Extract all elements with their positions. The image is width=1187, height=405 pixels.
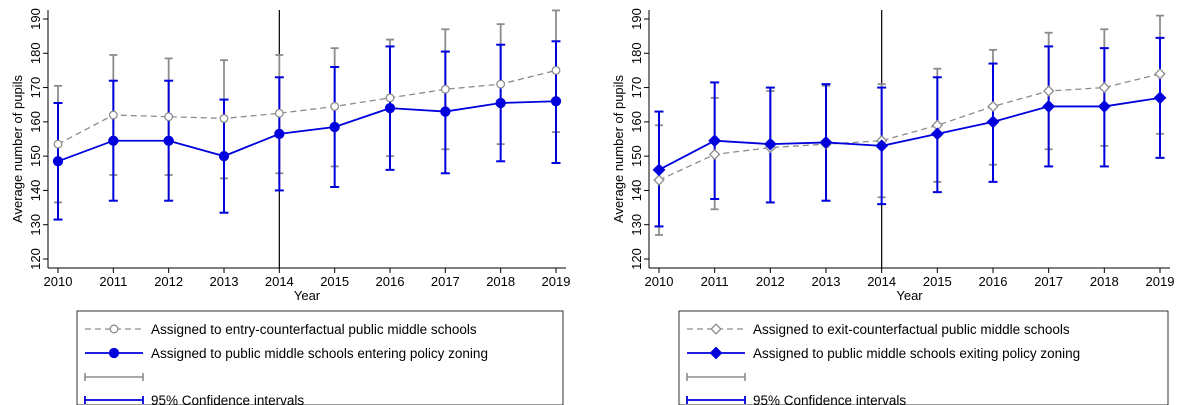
data-point [763,137,777,151]
y-axis-label: Average number of pupils [611,75,626,223]
x-axis-label: Year [896,288,923,303]
data-point [219,113,229,123]
x-tick-label: 2019 [1146,274,1175,289]
chart-panel-1: 120 130 140 150 160 170 180 190 2010 2011 2012 2013… [10,8,570,405]
data-point [708,148,721,161]
legend-label-1: Assigned to entry-counterfactual public … [151,322,477,337]
x-tick-label: 2018 [1090,274,1119,289]
x-tick-label: 2012 [154,274,183,289]
y-tick-label: 120 [629,248,644,270]
x-tick-label: 2016 [376,274,405,289]
x-tick-label: 2016 [979,274,1008,289]
legend-marker-1 [710,323,722,335]
data-point [384,102,396,114]
y-tick-label: 140 [28,180,43,202]
data-point [1153,91,1167,105]
legend-marker-1 [109,324,119,334]
y-tick-label: 190 [629,8,644,30]
x-tick-label: 2019 [542,274,571,289]
x-tick-label: 2013 [210,274,239,289]
legend: Assigned to entry-counterfactual public … [76,310,564,405]
data-point [987,100,999,113]
y-tick-label: 140 [629,180,644,202]
x-tick-label: 2018 [486,274,515,289]
x-axis-label: Year [294,288,321,303]
x-tick-label: 2017 [431,274,460,289]
y-tick-label: 130 [629,214,644,236]
y-tick-label: 190 [28,8,43,30]
y-axis-label: Average number of pupils [10,75,25,223]
data-point [1042,85,1055,97]
data-point [440,84,450,94]
data-point [274,128,285,140]
legend-label-4: 95% Confidence intervals [753,393,906,405]
data-point [163,135,174,146]
data-point [52,156,64,167]
data-point [986,115,1000,129]
data-point [330,101,340,111]
data-point [385,93,395,103]
data-point [1097,100,1111,113]
y-tick-label: 130 [28,214,43,236]
y-tick-label: 150 [629,145,644,167]
x-tick-label: 2012 [756,274,785,289]
data-point [53,139,63,149]
data-point [274,108,284,118]
legend-label-1: Assigned to exit-counterfactual public m… [753,322,1070,337]
data-point [653,174,665,186]
legend-box [678,310,1169,405]
data-point [108,135,119,146]
series-2 [654,36,1165,228]
legend-box [76,310,564,405]
y-tick-label: 160 [629,111,644,133]
x-tick-label: 2014 [265,274,294,289]
data-point [164,112,174,122]
data-point [550,96,562,107]
y-tick-label: 180 [28,42,43,64]
x-tick-label: 2011 [99,274,127,289]
series-1 [655,14,1164,236]
legend-label-2: Assigned to public middle schools exitin… [753,346,1080,361]
series-line-2 [658,96,1161,171]
data-point [218,150,230,162]
data-point [1042,100,1056,113]
series-line-1 [658,73,1161,181]
x-tick-label: 2015 [923,274,952,289]
y-tick-label: 170 [28,77,43,99]
data-point [652,163,666,177]
data-point [930,127,944,141]
legend-marker-2 [709,346,723,360]
y-tick-label: 150 [28,145,43,167]
data-point [329,121,340,133]
legend-marker-2 [108,347,120,359]
series-line-2 [57,100,557,163]
x-tick-label: 2011 [701,274,729,289]
y-tick-label: 180 [629,42,644,64]
x-tick-label: 2017 [1034,274,1063,289]
data-point [495,97,506,109]
data-point [819,136,833,149]
y-tick-label: 120 [28,248,43,270]
y-tick-label: 160 [28,111,43,133]
data-point [1154,68,1166,80]
data-point [496,79,506,89]
legend: Assigned to exit-counterfactual public m… [678,310,1169,405]
x-tick-label: 2015 [320,274,349,289]
data-point [551,65,561,75]
data-point [440,106,451,117]
chart-panel-2: 120 130 140 150 160 170 180 190 2010 2011 2012 2013… [611,8,1174,405]
x-tick-label: 2013 [812,274,841,289]
data-point [1098,81,1111,94]
x-tick-label: 2010 [44,274,73,289]
x-tick-label: 2010 [645,274,674,289]
x-tick-label: 2014 [867,274,896,289]
y-tick-label: 170 [629,77,644,99]
data-point [708,134,722,148]
series-line-1 [57,69,557,145]
legend-label-2: Assigned to public middle schools enteri… [151,346,488,361]
data-point [108,110,118,120]
legend-label-4: 95% Confidence intervals [151,393,304,405]
data-point [875,139,889,153]
